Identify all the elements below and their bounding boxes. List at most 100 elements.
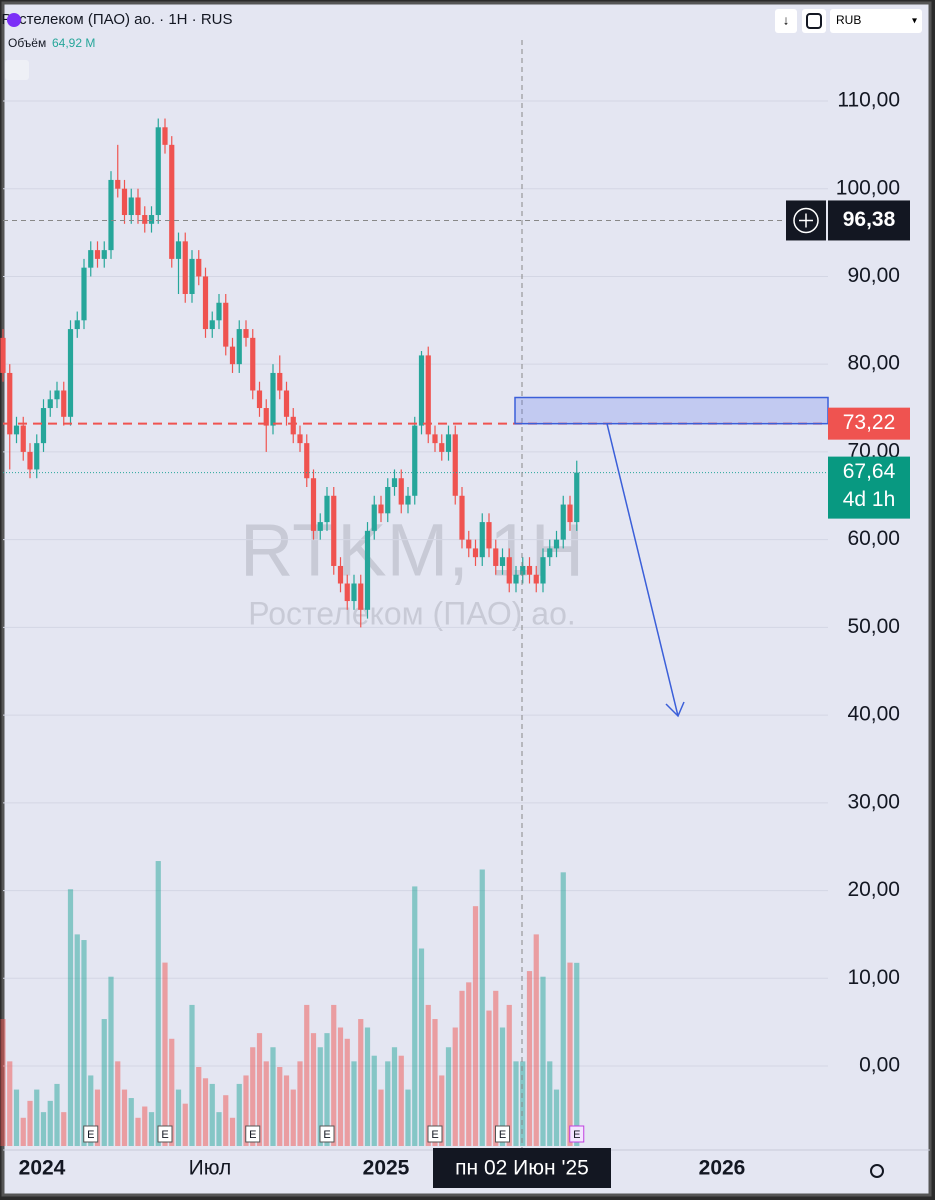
candle-body: [378, 504, 384, 514]
x-tick-label: 2026: [699, 1157, 746, 1180]
volume-bar: [317, 1047, 323, 1146]
candle-body: [472, 548, 479, 558]
zone: [514, 396, 829, 425]
x-tick-label: Июл: [189, 1157, 232, 1180]
candle-body: [479, 522, 485, 558]
volume-bar: [466, 982, 472, 1146]
volume-bar: [553, 1089, 560, 1146]
volume-bar: [364, 1027, 371, 1146]
volume-bar: [61, 1112, 67, 1146]
candle-body: [540, 557, 546, 584]
volume-bar: [297, 1061, 303, 1146]
volume-bar: [20, 1117, 26, 1146]
y-tick-label: 90,00: [847, 264, 900, 287]
volume-bar: [74, 934, 80, 1146]
candle-body: [371, 504, 377, 531]
y-tick-label: 50,00: [847, 615, 900, 638]
logo: [7, 13, 21, 27]
volume-bar: [344, 1038, 350, 1146]
candle-body: [337, 565, 344, 584]
candle-body: [0, 337, 6, 373]
volume-bar: [169, 1038, 175, 1146]
volume-bar: [304, 1004, 310, 1146]
volume-bar: [54, 1083, 60, 1146]
candle-body: [263, 408, 269, 426]
last-tag: [828, 456, 910, 519]
volume-bar: [270, 1047, 276, 1146]
volume-bar: [94, 1089, 101, 1146]
download-icon: ↓: [783, 12, 790, 27]
volume-value: 64,92 M: [52, 36, 95, 50]
arrow: [606, 423, 679, 717]
volume-bar: [155, 861, 161, 1146]
x-tick-label: 2024: [19, 1157, 66, 1180]
candle-body: [74, 320, 80, 330]
toggle-button[interactable]: [802, 9, 826, 33]
download-button[interactable]: [775, 9, 797, 33]
volume-bar: [175, 1089, 182, 1146]
earnings-label: E: [249, 1129, 256, 1141]
volume-bar: [371, 1055, 377, 1146]
candle-body: [351, 583, 357, 602]
candle-body: [310, 478, 317, 531]
crosshair-x-label: пн 02 Июн '25: [455, 1157, 589, 1180]
candle-body: [148, 215, 155, 224]
settings-icon[interactable]: [870, 1164, 884, 1178]
earnings-label: E: [431, 1129, 438, 1141]
volume-bar: [493, 990, 499, 1146]
candle-body: [547, 548, 553, 558]
candle-body: [135, 197, 141, 216]
candle-body: [216, 302, 222, 321]
volume-bar: [324, 1033, 330, 1146]
volume-bar: [162, 962, 168, 1146]
volume-bar: [567, 962, 573, 1146]
collapse-button[interactable]: [5, 60, 29, 80]
last-tag-label: 67,64: [843, 460, 896, 483]
candle-body: [175, 241, 182, 259]
volume-bar: [560, 872, 566, 1146]
volume-bar: [101, 1019, 107, 1146]
candle-body: [513, 574, 519, 584]
countdown: 4d 1h: [843, 488, 896, 511]
earnings-marker: [495, 1125, 510, 1143]
candle-body: [142, 215, 148, 224]
candle-body: [418, 355, 425, 426]
volume-bar: [418, 948, 425, 1146]
candle-body: [297, 434, 303, 444]
y-tick-label: 110,00: [837, 89, 900, 112]
candle-body: [189, 258, 195, 294]
candle-body: [182, 241, 188, 294]
level-tag: [828, 407, 910, 440]
volume-bar: [310, 1033, 317, 1146]
candle-body: [61, 390, 67, 417]
earnings-marker: [83, 1125, 99, 1143]
candle-body: [13, 425, 20, 435]
crosshair-x-tag: [433, 1148, 611, 1188]
watermark: RTKM, 1H: [240, 509, 584, 592]
candle-body: [412, 425, 418, 496]
candle-body: [229, 346, 236, 365]
volume-bar: [108, 976, 114, 1146]
candle-body: [344, 583, 350, 602]
toggle-icon: [806, 13, 822, 29]
volume-bar: [486, 1010, 492, 1146]
volume-bar: [142, 1106, 148, 1146]
volume-bar: [0, 1019, 6, 1146]
candle-body: [88, 250, 94, 268]
candle-body: [47, 399, 53, 409]
candle-body: [115, 179, 121, 189]
currency-select[interactable]: [830, 9, 922, 33]
chart-title: Ростелеком (ПАО) ао. · 1H · RUS: [1, 11, 232, 28]
candle-body: [81, 267, 87, 321]
earnings-marker: [569, 1125, 585, 1143]
volume-bar: [209, 1083, 215, 1146]
x-tick-label: 2025: [363, 1157, 410, 1180]
volume-bar: [283, 1075, 290, 1146]
y-tick-label: 0,00: [859, 1054, 900, 1077]
volume-bar: [452, 1027, 458, 1146]
candle-body: [506, 557, 512, 584]
candle-body: [385, 487, 391, 514]
candle-body: [425, 355, 431, 435]
volume-bar: [499, 1027, 506, 1146]
